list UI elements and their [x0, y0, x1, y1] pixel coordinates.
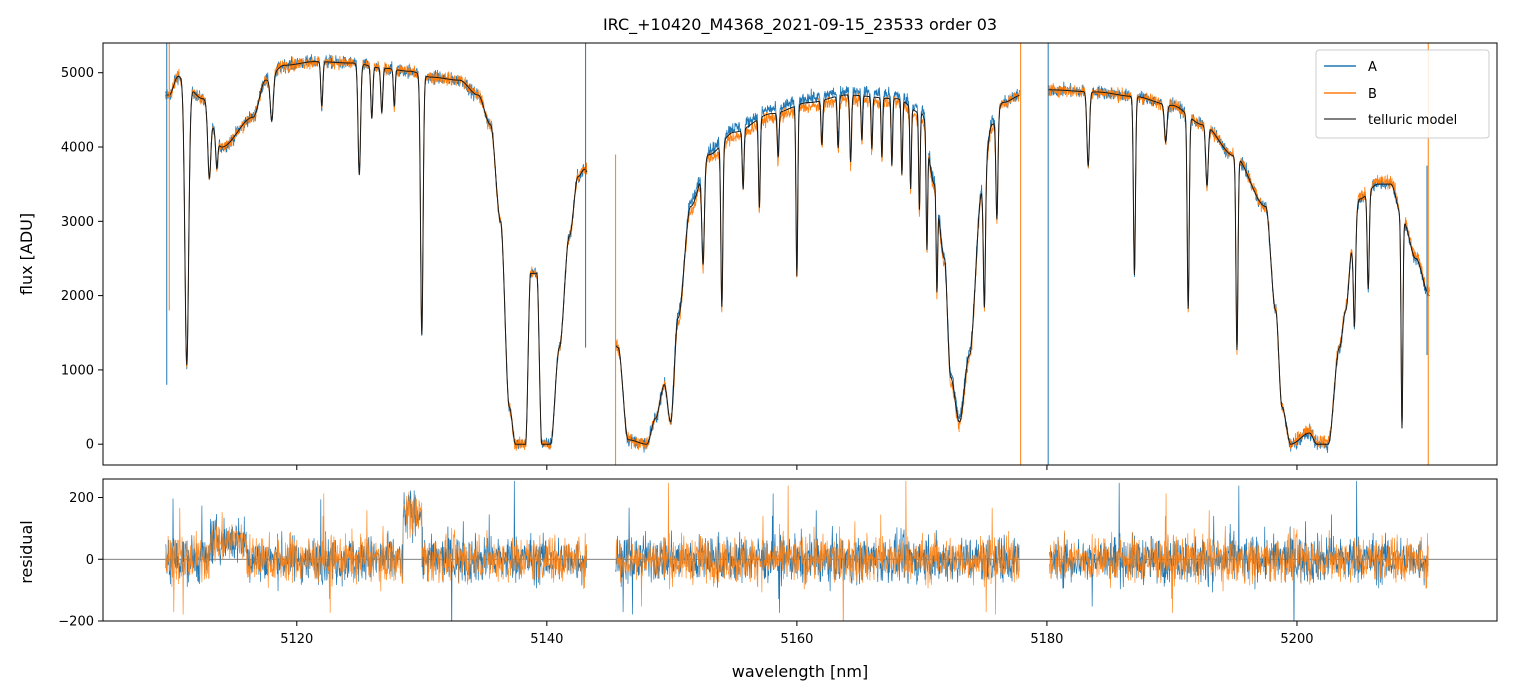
flux-y-tick-label: 2000 — [61, 289, 94, 304]
residual-y-axis-label: residual — [17, 520, 36, 583]
flux-y-tick-label: 0 — [86, 438, 94, 453]
flux-y-tick-label: 5000 — [61, 66, 94, 81]
flux-y-ticks: 0 1000 2000 3000 4000 5000 — [61, 66, 103, 453]
residual-x-tick-label: 5160 — [780, 632, 813, 647]
residual-panel-frame — [102, 478, 1498, 622]
legend-label-a: A — [1368, 60, 1377, 75]
flux-y-tick-label: 4000 — [61, 141, 94, 156]
residual-x-tick-label: 5120 — [280, 632, 313, 647]
legend: A B telluric model — [1315, 49, 1490, 139]
flux-plot-area — [165, 43, 1430, 465]
residual-plot-area — [103, 480, 1497, 621]
residual-x-tick-label: 5200 — [1280, 632, 1313, 647]
series-b-residual-line — [165, 480, 1429, 621]
legend-label-telluric: telluric model — [1368, 113, 1457, 128]
residual-x-tick-label: 5140 — [530, 632, 563, 647]
flux-panel-frame — [102, 42, 1498, 466]
flux-y-tick-label: 1000 — [61, 363, 94, 378]
flux-x-ticks — [296, 465, 1298, 470]
telluric-model-line — [165, 61, 1430, 445]
residual-x-tick-label: 5180 — [1030, 632, 1063, 647]
flux-y-tick-label: 3000 — [61, 215, 94, 230]
residual-y-tick-label: 200 — [69, 491, 94, 506]
flux-y-axis-label: flux [ADU] — [17, 213, 36, 295]
chart-title: IRC_+10420_M4368_2021-09-15_23533 order … — [603, 15, 997, 35]
residual-panel: −200 0 200 5120 5140 5160 5180 5200 residual w… — [17, 478, 1498, 681]
residual-x-ticks: 5120 5140 5160 5180 5200 — [280, 621, 1314, 647]
flux-panel: 0 1000 2000 3000 4000 5000 flux [ADU] A B tel… — [17, 42, 1498, 470]
residual-y-tick-label: 0 — [86, 553, 94, 568]
residual-y-ticks: −200 0 200 — [58, 491, 103, 630]
residual-y-tick-label: −200 — [58, 615, 94, 630]
x-axis-label: wavelength [nm] — [732, 662, 869, 681]
legend-box — [1315, 49, 1490, 139]
legend-label-b: B — [1368, 87, 1377, 102]
